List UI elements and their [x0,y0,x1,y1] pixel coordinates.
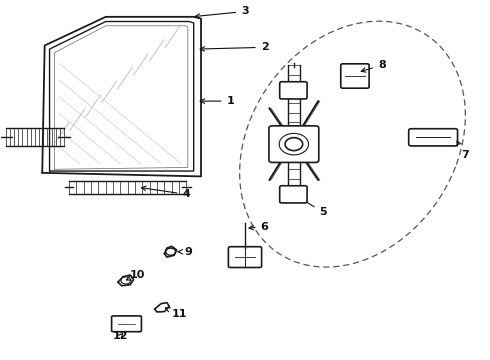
FancyBboxPatch shape [409,129,458,146]
Text: 2: 2 [200,42,269,52]
Text: 7: 7 [457,141,469,160]
FancyBboxPatch shape [341,64,369,88]
Text: 12: 12 [113,331,128,341]
Text: 5: 5 [297,197,327,217]
Text: 4: 4 [142,186,190,199]
Text: 1: 1 [200,96,234,106]
FancyBboxPatch shape [112,316,142,332]
FancyBboxPatch shape [280,186,307,203]
Text: 10: 10 [126,270,145,280]
Text: 3: 3 [195,6,249,18]
Circle shape [285,138,303,150]
Text: 8: 8 [361,60,386,72]
Text: 6: 6 [249,222,269,231]
FancyBboxPatch shape [269,126,319,162]
FancyBboxPatch shape [228,247,262,267]
FancyBboxPatch shape [280,82,307,99]
Text: 9: 9 [178,247,193,257]
Text: 11: 11 [166,308,187,319]
